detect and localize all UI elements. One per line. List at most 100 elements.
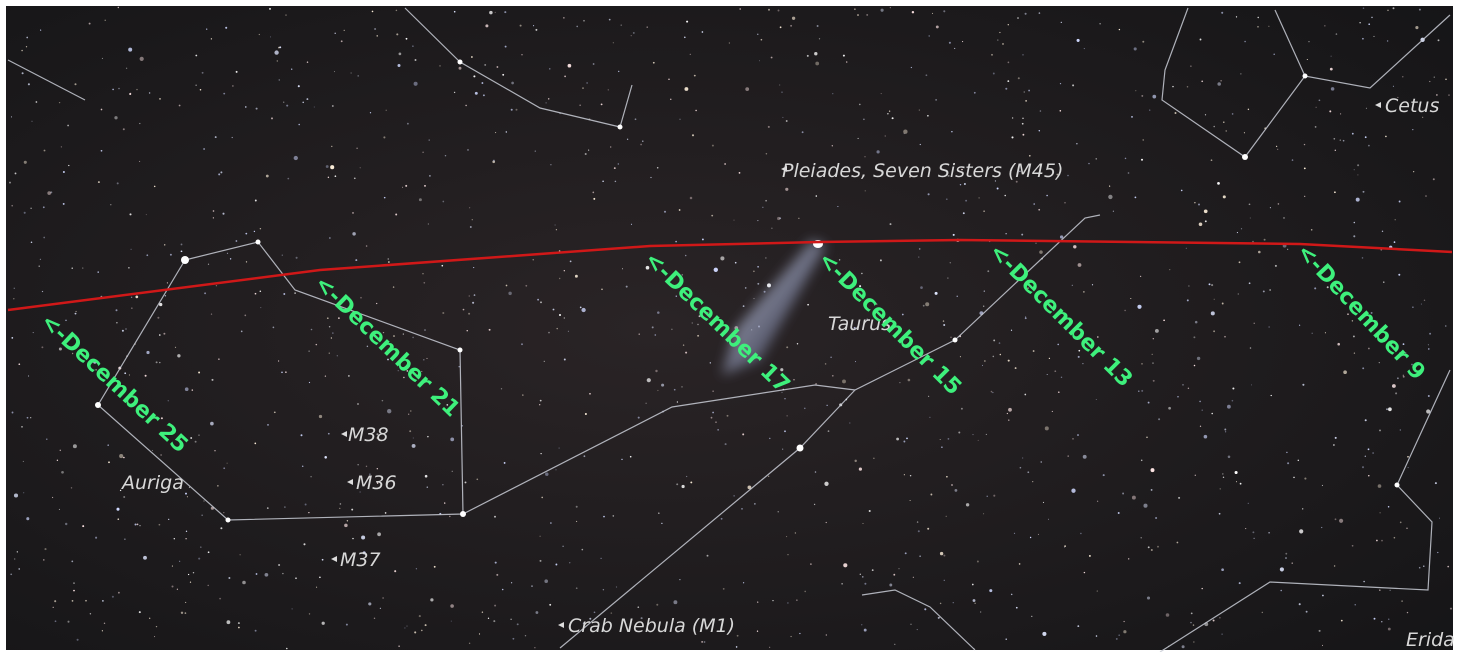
- star: [841, 583, 843, 585]
- star: [368, 602, 371, 605]
- star: [631, 35, 632, 36]
- star: [1113, 211, 1114, 212]
- star: [475, 92, 478, 95]
- star: [351, 72, 352, 73]
- star: [245, 233, 247, 235]
- star: [1153, 380, 1155, 382]
- object-label: M36: [356, 472, 397, 494]
- star: [73, 582, 74, 583]
- star: [116, 322, 117, 323]
- star: [374, 28, 376, 30]
- star: [501, 388, 502, 389]
- star: [804, 408, 805, 409]
- star: [962, 41, 963, 42]
- star: [196, 85, 197, 86]
- star: [218, 358, 220, 360]
- star: [319, 576, 321, 578]
- star: [1199, 401, 1201, 403]
- star: [761, 39, 763, 41]
- star: [1221, 12, 1223, 14]
- star: [957, 296, 958, 297]
- star: [815, 62, 819, 66]
- star: [555, 564, 557, 566]
- star: [1194, 202, 1195, 203]
- star: [61, 471, 64, 474]
- star: [929, 417, 930, 418]
- star: [15, 172, 17, 174]
- star: [1021, 234, 1023, 236]
- star: [1314, 287, 1316, 289]
- star: [494, 516, 496, 518]
- star: [388, 258, 389, 259]
- star: [964, 183, 966, 185]
- star: [1330, 68, 1333, 71]
- star: [1280, 590, 1282, 592]
- star: [958, 432, 960, 434]
- star: [1022, 54, 1023, 55]
- star: [413, 437, 414, 438]
- star: [1158, 418, 1160, 420]
- star: [195, 441, 197, 443]
- star: [1096, 158, 1097, 159]
- star: [175, 347, 176, 348]
- star: [271, 117, 273, 119]
- star: [861, 273, 862, 274]
- star: [795, 532, 796, 533]
- star: [1357, 164, 1359, 166]
- star: [309, 382, 310, 383]
- star: [236, 71, 238, 73]
- star: [152, 450, 153, 451]
- star: [950, 337, 951, 338]
- star: [1076, 143, 1077, 144]
- star: [1193, 624, 1194, 625]
- star: [215, 136, 217, 138]
- star: [1007, 80, 1009, 82]
- object-label: Erida: [1406, 629, 1455, 651]
- star: [308, 350, 309, 351]
- star: [1373, 36, 1374, 37]
- star: [327, 317, 329, 319]
- star: [511, 82, 514, 85]
- star: [143, 556, 147, 560]
- star: [1008, 62, 1010, 64]
- star: [1048, 519, 1049, 520]
- star: [1299, 603, 1301, 605]
- star: [1195, 475, 1196, 476]
- star: [965, 200, 967, 202]
- star: [129, 374, 130, 375]
- star: [377, 35, 378, 36]
- star: [398, 64, 401, 67]
- star: [14, 288, 15, 289]
- star: [1239, 582, 1241, 584]
- star: [1298, 460, 1299, 461]
- star: [826, 634, 827, 635]
- star: [316, 587, 317, 588]
- star: [804, 591, 806, 593]
- star: [1340, 113, 1341, 114]
- star: [1124, 621, 1125, 622]
- star: [1017, 17, 1019, 19]
- star: [125, 328, 126, 329]
- star: [383, 136, 385, 138]
- star: [1365, 419, 1367, 421]
- star: [787, 554, 788, 555]
- star: [548, 332, 550, 334]
- star: [1182, 384, 1183, 385]
- star: [223, 467, 225, 469]
- star: [281, 372, 283, 374]
- star: [1097, 590, 1098, 591]
- star: [764, 291, 766, 293]
- star: [1401, 600, 1403, 602]
- star: [1025, 13, 1027, 15]
- star: [1226, 130, 1227, 131]
- star: [117, 182, 119, 184]
- star: [419, 198, 422, 201]
- star: [1205, 220, 1207, 222]
- star: [639, 333, 640, 334]
- star: [576, 587, 578, 589]
- star: [1109, 186, 1110, 187]
- star: [555, 224, 556, 225]
- star: [1245, 528, 1246, 529]
- star: [1043, 502, 1044, 503]
- star: [59, 509, 60, 510]
